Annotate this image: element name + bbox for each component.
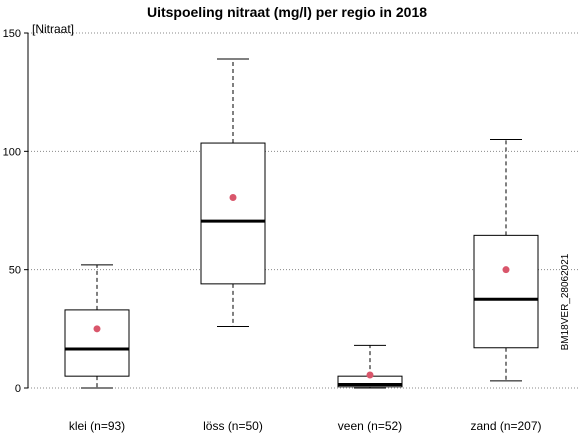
y-tick-label: 0 bbox=[15, 383, 21, 395]
category-label: löss (n=50) bbox=[203, 419, 263, 433]
y-tick-label: 100 bbox=[3, 146, 21, 158]
category-label: veen (n=52) bbox=[338, 419, 402, 433]
y-tick-label: 50 bbox=[9, 265, 21, 277]
mean-point bbox=[502, 266, 510, 274]
box-group bbox=[337, 344, 403, 389]
mean-point bbox=[229, 193, 237, 201]
category-label: klei (n=93) bbox=[69, 419, 125, 433]
iqr-box bbox=[64, 309, 130, 377]
category-label: zand (n=207) bbox=[470, 419, 541, 433]
iqr-box bbox=[473, 234, 539, 349]
box-group bbox=[200, 58, 266, 327]
y-tick-label: 150 bbox=[3, 28, 21, 40]
y-axis-ticks: 0 50 100 150 bbox=[3, 28, 28, 395]
box-group bbox=[473, 139, 539, 382]
box-series bbox=[64, 58, 539, 389]
box-group bbox=[64, 264, 130, 389]
mean-point bbox=[366, 371, 374, 379]
category-labels: klei (n=93) löss (n=50) veen (n=52) zand (n… bbox=[69, 419, 542, 433]
y-axis-label: [Nitraat] bbox=[32, 22, 74, 36]
chart-title: Uitspoeling nitraat (mg/l) per regio in … bbox=[147, 4, 427, 20]
mean-point bbox=[93, 325, 101, 333]
side-note: BM18VER_28062021 bbox=[560, 253, 571, 350]
iqr-box bbox=[200, 142, 266, 285]
